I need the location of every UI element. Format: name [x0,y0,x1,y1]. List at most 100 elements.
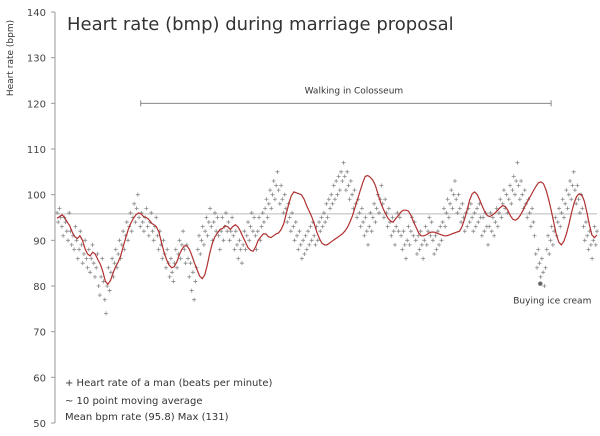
heart-rate-point [73,224,78,229]
heart-rate-point [72,247,77,252]
heart-rate-point [270,192,275,197]
heart-rate-point [590,256,595,261]
heart-rate-point [372,201,377,206]
heart-rate-point [265,215,270,220]
heart-rate-point [457,206,462,211]
heart-rate-point [520,192,525,197]
heart-rate-point [173,247,178,252]
heart-rate-point [91,261,96,266]
heart-rate-point [419,242,424,247]
heart-rate-point [430,238,435,243]
legend: + Heart rate of a man (beats per minute)… [65,378,272,423]
walking-annotation-label: Walking in Colosseum [305,86,404,96]
heart-rate-point [121,229,126,234]
heart-rate-point [421,256,426,261]
heart-rate-point [571,169,576,174]
heart-rate-point [214,229,219,234]
heart-rate-point [548,238,553,243]
heart-rate-point [432,252,437,257]
heart-rate-point [235,242,239,247]
heart-rate-point [492,233,497,238]
heart-rate-point [134,206,139,211]
heart-rate-point [99,274,104,279]
heart-rate-point [495,224,500,229]
heart-rate-point [329,192,334,197]
heart-rate-point [269,206,274,211]
heart-rate-point [383,197,388,202]
heart-rate-point [565,206,570,211]
heart-rate-point [374,206,379,211]
heart-rate-point [564,188,569,193]
legend-points-label: + Heart rate of a man (beats per minute) [65,378,272,389]
heart-rate-point [126,238,131,243]
heart-rate-point [433,233,438,238]
heart-rate-point [89,256,94,261]
heart-rate-point [465,224,470,229]
heart-rate-point [144,206,149,211]
heart-rate-point [285,220,290,225]
heart-rate-point [456,192,461,197]
heart-rate-point [90,242,95,247]
heart-rate-point [183,261,188,266]
heart-rate-point [187,274,192,279]
heart-rate-point [437,242,442,247]
heart-rate-point [392,242,397,247]
heart-rate-point [568,178,573,183]
heart-rate-point [188,261,193,266]
heart-rate-point [341,160,346,165]
heart-rate-point [107,288,112,293]
heart-rate-point [361,220,366,225]
heart-rate-point [198,252,203,257]
heart-rate-point [86,247,91,252]
heart-rate-point [396,229,401,234]
heart-rate-point [141,229,146,234]
heart-rate-point [386,206,391,211]
heart-rate-point [105,284,110,288]
heart-rate-point [324,201,329,206]
heart-rate-point [553,215,558,220]
heart-rate-point [223,210,228,215]
heart-rate-point [250,229,255,234]
heart-rate-point [355,215,359,220]
heart-rate-point [445,197,450,202]
heart-rate-point [199,238,204,243]
heart-rate-point [307,242,312,247]
ice-cream-event-dot [538,281,543,286]
heart-rate-point [302,252,307,257]
heart-rate-point [146,233,151,238]
heart-rate-point [57,206,62,211]
heart-rate-point [385,224,390,229]
heart-rate-point [135,192,140,197]
heart-rate-point [182,247,187,252]
heart-rate-point [451,192,456,197]
heart-rate-point [79,242,84,247]
heart-rate-point [211,220,216,225]
heart-rate-point [558,224,563,229]
heart-rate-point [439,238,444,243]
heart-rate-point [357,210,362,215]
heart-rate-point [450,206,455,211]
heart-rate-point [133,220,138,225]
heart-rate-point [242,229,247,234]
heart-rate-point [320,224,325,229]
heart-rate-point [78,229,83,234]
heart-rate-point [570,183,575,188]
heart-rate-point [249,210,254,215]
heart-rate-point [331,183,336,188]
heart-rate-point [56,220,61,225]
heart-rate-point [566,192,571,197]
heart-rate-point [415,252,419,257]
heart-rate-point [455,210,460,215]
heart-rate-point [364,229,369,234]
heart-rate-point [117,238,122,243]
heart-rate-point [535,265,539,270]
heart-rate-point [411,233,416,238]
heart-rate-point [221,238,226,243]
heart-rate-point [96,284,101,288]
heart-rate-point [321,210,326,215]
heart-rate-point [59,224,64,229]
heart-rate-point [462,229,467,234]
heart-rate-point [296,247,301,252]
heart-rate-point [268,188,273,193]
heart-rate-point [512,192,517,197]
